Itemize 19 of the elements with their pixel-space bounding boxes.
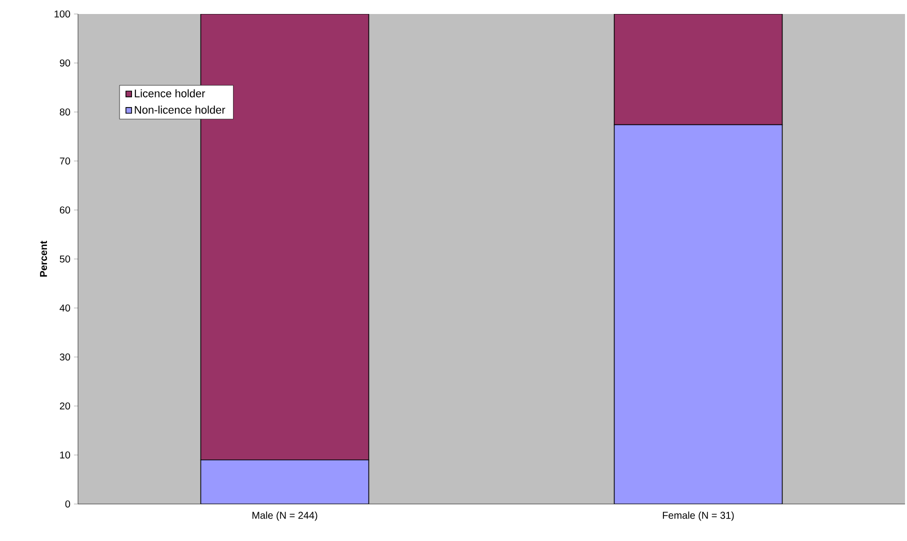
x-tick-label: Male (N = 244) xyxy=(252,512,318,521)
y-tick-label: 20 xyxy=(60,402,70,410)
y-tick-label: 0 xyxy=(65,500,70,508)
bar xyxy=(614,124,783,504)
y-tick-label: 60 xyxy=(60,206,70,214)
y-tick-label: 80 xyxy=(60,108,70,116)
y-tick-label: 30 xyxy=(60,353,70,361)
y-tick-label: 50 xyxy=(60,255,70,263)
bar xyxy=(200,460,370,504)
y-tick-label: 100 xyxy=(54,10,70,18)
legend-label: Non-licence holder xyxy=(134,106,226,114)
y-tick-label: 10 xyxy=(60,451,70,459)
y-axis-title: Percent xyxy=(40,240,48,277)
y-tick-label: 90 xyxy=(60,59,70,67)
legend-label: Licence holder xyxy=(134,89,206,98)
bar xyxy=(614,14,783,126)
y-tick-label: 40 xyxy=(60,304,70,312)
x-tick-label: Female (N = 31) xyxy=(662,512,734,521)
y-tick-label: 70 xyxy=(60,157,70,165)
